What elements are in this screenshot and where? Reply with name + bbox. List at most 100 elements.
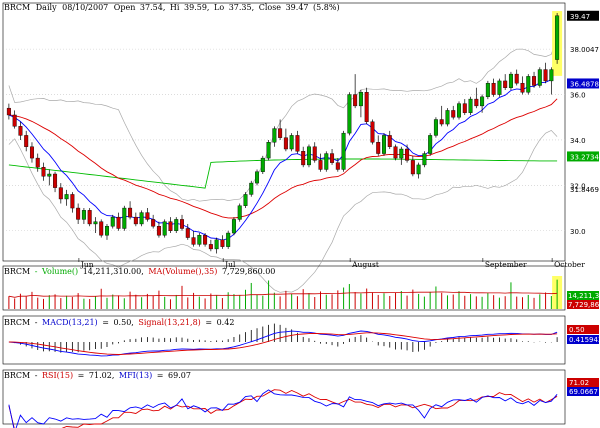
candle: [185, 223, 190, 240]
candle-body: [226, 232, 231, 247]
candle-body: [272, 128, 277, 143]
price-axis-label: 38.0047: [570, 46, 599, 54]
candle: [87, 208, 92, 227]
candle-body: [410, 160, 415, 175]
candle: [226, 230, 231, 249]
candle: [532, 71, 537, 88]
x-axis-label: August: [351, 260, 379, 269]
candle: [468, 96, 473, 115]
candle-body: [520, 82, 525, 93]
candle-body: [295, 135, 300, 152]
ma-fast-line: [8, 65, 558, 241]
header-text: BRCM Daily 08/10/2007 Open 37.54, Hi 39.…: [4, 3, 340, 12]
header-lo-label: Lo: [214, 3, 224, 12]
candle-body: [99, 221, 104, 236]
candle: [428, 133, 433, 156]
candles: [6, 13, 560, 254]
candle-body: [214, 239, 219, 250]
candle-body: [24, 135, 29, 147]
candle-body: [370, 121, 375, 143]
price-axis-label: 36.4878: [570, 80, 599, 88]
candle: [151, 214, 156, 229]
candle: [174, 217, 179, 234]
candle: [324, 151, 329, 172]
candle: [110, 214, 115, 229]
candle-body: [497, 80, 502, 95]
candle-body: [18, 126, 23, 136]
macd-axis-labels: 0.50 0.415943: [567, 325, 600, 344]
candle-body: [105, 226, 109, 236]
macd-label: MACD(13,21): [42, 318, 98, 327]
candle: [341, 130, 346, 172]
candle-body: [301, 151, 306, 166]
candle-body: [422, 153, 427, 166]
candle-body: [330, 153, 335, 163]
rsi-title-symbol: BRCM: [4, 371, 30, 380]
candle-body: [122, 207, 127, 229]
ma-slow-line: [8, 158, 558, 189]
candle-body: [393, 146, 398, 159]
price-axis-labels: 39.47 38.0047 36.4878 36.0 34.0 33.2734 32.031…: [567, 10, 599, 236]
candle-body: [376, 142, 381, 154]
candle: [462, 99, 467, 115]
candle: [243, 192, 248, 209]
rsi-axis-label: 71.02: [569, 379, 589, 387]
candle-body: [156, 226, 161, 236]
header-date: 08/10/2007: [62, 3, 108, 12]
volume-panel: BRCM - Volume() 14,211,310.00, MA(Volume…: [2, 265, 600, 311]
x-axis-label: Jun: [80, 260, 94, 269]
candle-body: [439, 119, 444, 125]
candle: [105, 223, 109, 240]
candle-body: [35, 157, 40, 168]
candle-body: [364, 92, 369, 122]
candle: [301, 146, 306, 168]
candle-body: [341, 132, 346, 170]
candle-body: [318, 160, 323, 170]
rsi-label-box: [567, 378, 599, 387]
candle: [312, 142, 317, 163]
macd-axis-label: 0.50: [569, 326, 585, 334]
candle: [358, 90, 363, 118]
candle-body: [549, 69, 554, 82]
price-axis-label: 31.8469: [570, 186, 599, 194]
header-change: (5.8%): [313, 3, 340, 12]
candle: [128, 201, 133, 220]
candle: [537, 67, 542, 88]
candle-body: [514, 73, 519, 84]
volume-label-box: [567, 291, 599, 300]
candle: [35, 153, 40, 172]
candle: [81, 208, 86, 224]
candle-body: [474, 98, 479, 107]
candle: [370, 119, 375, 145]
header-close: 39.47: [286, 3, 309, 12]
candle: [474, 87, 479, 109]
candle-body: [133, 216, 138, 225]
rsi-label: RSI(15): [42, 371, 73, 380]
x-axis-labels: Jun Jul August September October: [78, 258, 585, 269]
candle-body: [532, 76, 537, 86]
candle: [191, 230, 196, 247]
volume-label-box: [567, 300, 599, 309]
candle: [335, 158, 340, 172]
candle-body: [306, 146, 311, 166]
candle: [260, 155, 265, 174]
candle: [318, 153, 323, 172]
volume-label: Volume(): [41, 267, 78, 276]
candle: [520, 76, 525, 95]
candle-body: [243, 194, 248, 206]
candle-body: [266, 142, 271, 159]
candle: [220, 235, 225, 249]
candle: [306, 144, 311, 168]
candle-body: [289, 135, 294, 150]
rsi-value: 71.02: [89, 371, 112, 380]
candle-body: [387, 135, 392, 147]
candle-body: [29, 146, 34, 159]
candle-body: [445, 110, 450, 125]
candle: [47, 169, 52, 186]
candle-body: [508, 73, 513, 88]
candle: [347, 92, 352, 136]
candle: [197, 233, 202, 247]
volume-value: 14,211,310.00: [83, 267, 142, 276]
